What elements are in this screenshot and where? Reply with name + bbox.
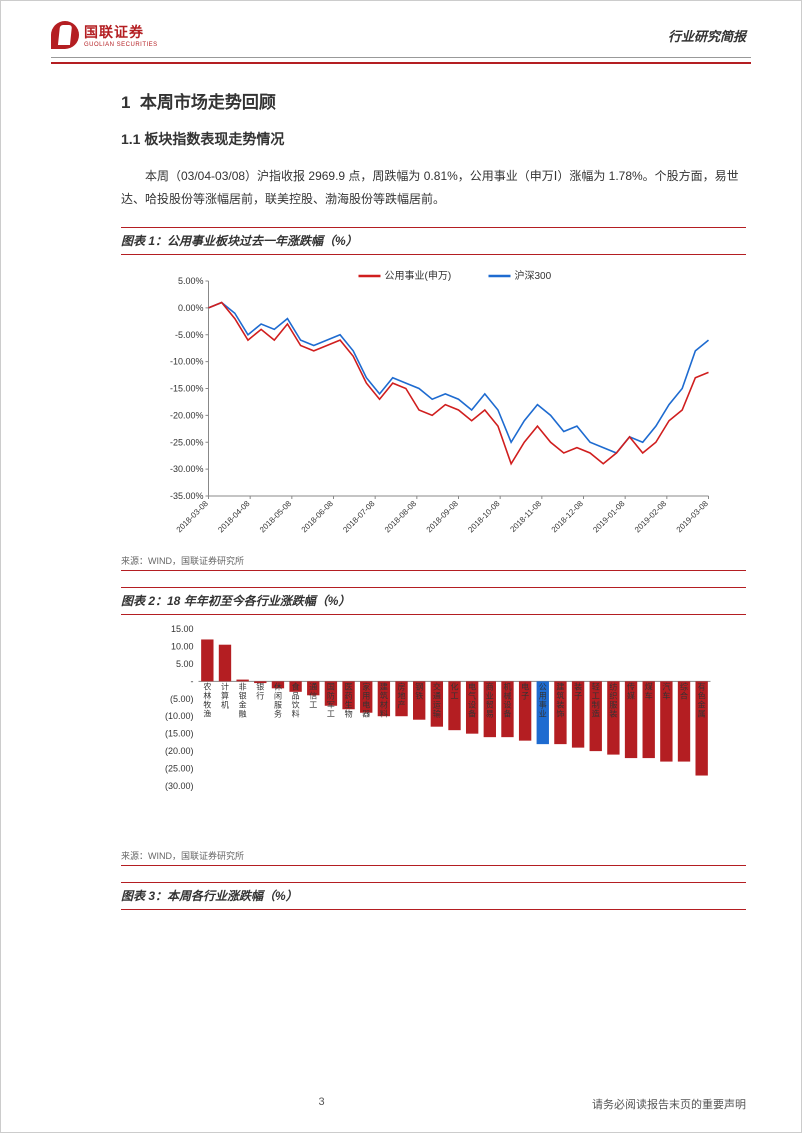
svg-text:沪深300: 沪深300 [515,269,552,282]
figure-3: 图表 3：本周各行业涨跌幅（%） [121,882,746,910]
svg-text:2019-03-08: 2019-03-08 [675,498,711,534]
section-heading-1: 1 本周市场走势回顾 [121,88,746,113]
footer: 3 请务必阅读报告末页的重要声明 [51,1096,746,1112]
section-title: 本周市场走势回顾 [140,93,276,112]
svg-text:(25.00): (25.00) [165,763,194,773]
svg-text:综合: 综合 [680,681,688,700]
svg-text:-10.00%: -10.00% [170,356,204,366]
svg-text:房地产: 房地产 [398,681,406,709]
svg-text:电气设备: 电气设备 [468,681,476,718]
figure-2-title: 图表 2：18 年年初至今各行业涨跌幅（%） [121,594,350,608]
document-type: 行业研究简报 [668,26,746,45]
line-chart: 5.00% 0.00% -5.00% -10.00% -15.00% -20.00% -25… [121,261,746,551]
svg-text:商业贸易: 商业贸易 [486,681,494,718]
subsection-num: 1.1 [121,131,140,147]
figure-3-title-row: 图表 3：本周各行业涨跌幅（%） [121,882,746,910]
figure-2-source: 来源：WIND，国联证券研究所 [121,846,746,866]
svg-text:汽车: 汽车 [662,681,670,700]
logo-cn: 国联证券 [84,22,158,42]
svg-text:非银金融: 非银金融 [239,681,247,718]
svg-text:有色金属: 有色金属 [698,681,706,718]
svg-text:纺织服装: 纺织服装 [609,681,617,718]
svg-text:钢铁: 钢铁 [415,681,423,700]
svg-text:5.00%: 5.00% [178,276,204,286]
svg-text:0.00%: 0.00% [178,302,204,312]
svg-text:建筑材料: 建筑材料 [380,681,388,718]
svg-text:通信工: 通信工 [309,681,317,709]
svg-text:-15.00%: -15.00% [170,383,204,393]
logo-mark-icon [51,21,79,49]
svg-text:休闲服务: 休闲服务 [274,681,282,718]
svg-text:国防军工: 国防军工 [327,682,335,718]
svg-text:(10.00): (10.00) [165,711,194,721]
svg-text:-25.00%: -25.00% [170,437,204,447]
svg-text:交通运输: 交通运输 [433,681,441,718]
svg-text:家用电器: 家用电器 [362,681,370,718]
svg-text:(20.00): (20.00) [165,746,194,756]
content: 1 本周市场走势回顾 1.1 板块指数表现走势情况 本周（03/04-03/08… [1,64,801,910]
svg-text:煤车: 煤车 [645,681,653,700]
logo-text: 国联证券 GUOLIAN SECURITIES [84,22,158,48]
svg-text:2018-09-08: 2018-09-08 [425,498,461,534]
svg-text:2018-04-08: 2018-04-08 [216,498,252,534]
figure-3-title: 图表 3：本周各行业涨跌幅（%） [121,889,298,903]
svg-text:电子: 电子 [521,681,529,700]
svg-text:2018-12-08: 2018-12-08 [550,498,586,534]
figure-1-source: 来源：WIND，国联证券研究所 [121,551,746,571]
svg-text:-30.00%: -30.00% [170,464,204,474]
figure-1-title: 图表 1：公用事业板块过去一年涨跌幅（%） [121,234,358,248]
svg-text:2019-01-08: 2019-01-08 [591,498,627,534]
svg-text:(30.00): (30.00) [165,781,194,791]
figure-2-title-row: 图表 2：18 年年初至今各行业涨跌幅（%） [121,587,746,615]
svg-text:2018-08-08: 2018-08-08 [383,498,419,534]
svg-text:装子: 装子 [574,681,582,700]
svg-text:传媒: 传媒 [627,681,635,700]
footer-disclaimer: 请务必阅读报告末页的重要声明 [592,1096,746,1112]
svg-text:(15.00): (15.00) [165,728,194,738]
svg-text:15.00: 15.00 [171,624,194,634]
intro-paragraph: 本周（03/04-03/08）沪指收报 2969.9 点，周跌幅为 0.81%，… [121,165,746,211]
svg-text:2018-07-08: 2018-07-08 [341,498,377,534]
line-chart-svg: 5.00% 0.00% -5.00% -10.00% -15.00% -20.00% -25… [121,261,746,551]
logo-en: GUOLIAN SECURITIES [84,42,158,48]
subsection-title: 板块指数表现走势情况 [144,131,284,147]
section-heading-1-1: 1.1 板块指数表现走势情况 [121,129,746,149]
svg-text:10.00: 10.00 [171,641,194,651]
svg-text:2018-05-08: 2018-05-08 [258,498,294,534]
svg-text:2018-11-08: 2018-11-08 [508,498,543,533]
svg-text:公用事业: 公用事业 [539,682,547,718]
svg-text:2019-02-08: 2019-02-08 [633,498,669,534]
svg-text:食品饮料: 食品饮料 [292,681,300,718]
svg-text:轻工制造: 轻工制造 [592,681,600,718]
figure-1: 图表 1：公用事业板块过去一年涨跌幅（%） 5.00% 0.00% -5.00% -1… [121,227,746,571]
section-num: 1 [121,93,130,112]
page-container: 国联证券 GUOLIAN SECURITIES 行业研究简报 1 本周市场走势回… [0,0,802,1133]
bar-chart-svg: 15.00 10.00 5.00 - (5.00) (10.00) (15.00) (20.0… [121,621,746,846]
header-rule-grey [51,57,751,58]
svg-text:计算机: 计算机 [221,681,229,709]
svg-text:-20.00%: -20.00% [170,410,204,420]
figure-1-title-row: 图表 1：公用事业板块过去一年涨跌幅（%） [121,227,746,255]
figure-2: 图表 2：18 年年初至今各行业涨跌幅（%） 15.00 10.00 5.00 - (5… [121,587,746,866]
svg-text:(5.00): (5.00) [170,693,194,703]
svg-text:2018-10-08: 2018-10-08 [466,498,502,534]
svg-text:农林牧渔: 农林牧渔 [203,681,211,718]
svg-text:机械设备: 机械设备 [503,681,511,718]
svg-text:建筑装饰: 建筑装饰 [556,681,564,718]
svg-text:医药生物: 医药生物 [345,682,353,718]
svg-text:公用事业(申万): 公用事业(申万) [385,269,452,282]
svg-text:2018-03-08: 2018-03-08 [175,498,211,534]
page-number: 3 [318,1096,324,1112]
logo: 国联证券 GUOLIAN SECURITIES [51,21,158,49]
svg-text:2018-06-08: 2018-06-08 [300,498,336,534]
header: 国联证券 GUOLIAN SECURITIES 行业研究简报 [1,1,801,57]
svg-text:-35.00%: -35.00% [170,491,204,501]
svg-text:-: - [191,676,194,686]
svg-text:5.00: 5.00 [176,658,194,668]
bar-chart: 15.00 10.00 5.00 - (5.00) (10.00) (15.00) (20.0… [121,621,746,846]
svg-text:-5.00%: -5.00% [175,329,204,339]
svg-text:银行: 银行 [256,681,264,700]
svg-text:化工: 化工 [451,681,459,700]
